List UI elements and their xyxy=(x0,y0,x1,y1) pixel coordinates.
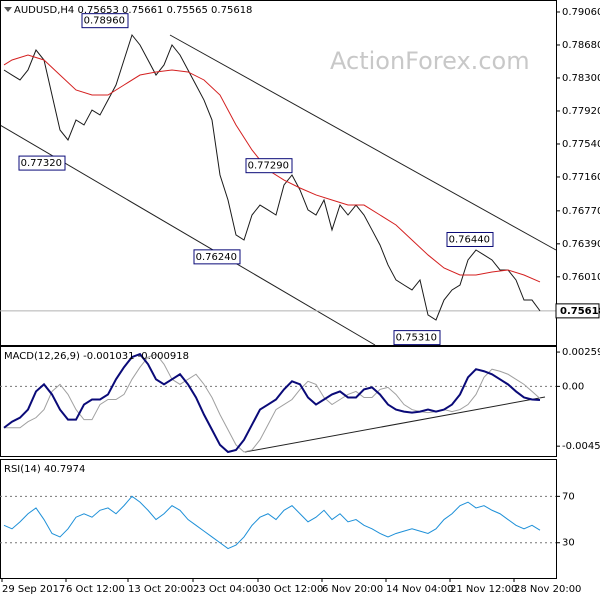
y-tick-label: 0.79060 xyxy=(562,7,600,18)
y-tick-label: 0.78680 xyxy=(562,40,600,51)
annotation-box xyxy=(393,330,441,346)
panel-frame xyxy=(0,459,557,579)
panel-frame xyxy=(0,346,557,457)
x-tick-label: 6 Nov 20:00 xyxy=(322,584,383,595)
annotation-label: 0.75310 xyxy=(396,333,437,344)
y-tick-label: 0.76010 xyxy=(562,272,600,283)
x-tick-label: 14 Nov 04:00 xyxy=(386,584,453,595)
x-tick-label: 28 Nov 20:00 xyxy=(514,584,581,595)
annotation-box xyxy=(18,155,66,171)
x-tick-label: 21 Nov 12:00 xyxy=(450,584,517,595)
annotation-box xyxy=(446,231,494,247)
annotation-box xyxy=(81,13,129,29)
annotation-label: 0.78960 xyxy=(84,16,125,27)
y-tick-label: 0.00 xyxy=(562,381,584,392)
last-price-box xyxy=(555,303,600,319)
y-tick-label: 0.002595 xyxy=(562,347,600,358)
annotation-label: 0.77320 xyxy=(21,158,62,169)
y-tick-label: 0.77540 xyxy=(562,139,600,150)
x-tick-label: 6 Oct 12:00 xyxy=(66,584,125,595)
x-tick-label: 30 Oct 12:00 xyxy=(258,584,323,595)
y-tick-label: 0.76770 xyxy=(562,206,600,217)
y-tick-label: -0.004522 xyxy=(562,441,600,452)
y-tick-label: 30 xyxy=(562,538,575,549)
x-tick-label: 13 Oct 20:00 xyxy=(128,584,193,595)
y-tick-label: 0.77160 xyxy=(562,172,600,183)
panel-title: MACD(12,26,9) -0.001031 -0.000918 xyxy=(4,351,189,362)
watermark: ActionForex.com xyxy=(330,47,530,75)
annotation-label: 0.77290 xyxy=(248,161,289,172)
panel-title: RSI(14) 40.7974 xyxy=(4,464,85,475)
y-tick-label: 0.77920 xyxy=(562,106,600,117)
y-tick-label: 0.78300 xyxy=(562,73,600,84)
x-tick-label: 23 Oct 04:00 xyxy=(193,584,258,595)
panel-title: AUDUSD,H4 0.75653 0.75661 0.75565 0.7561… xyxy=(14,5,252,16)
series-line xyxy=(3,352,541,454)
y-tick-label: 0.76390 xyxy=(562,239,600,250)
x-tick-label: 29 Sep 2017 xyxy=(2,584,65,595)
symbol-icon xyxy=(4,7,12,12)
series-line xyxy=(3,495,541,550)
channel-upper xyxy=(169,34,557,251)
macd-trendline xyxy=(244,396,546,453)
annotation-label: 0.76240 xyxy=(196,252,237,263)
panel-frame xyxy=(0,0,557,346)
series-line xyxy=(3,33,541,321)
annotation-box xyxy=(245,158,293,174)
series-line xyxy=(4,353,541,453)
y-tick-label: 70 xyxy=(562,491,575,502)
last-price-label: 0.75618 xyxy=(560,306,600,317)
annotation-label: 0.76440 xyxy=(449,234,490,245)
annotation-box xyxy=(193,249,241,265)
